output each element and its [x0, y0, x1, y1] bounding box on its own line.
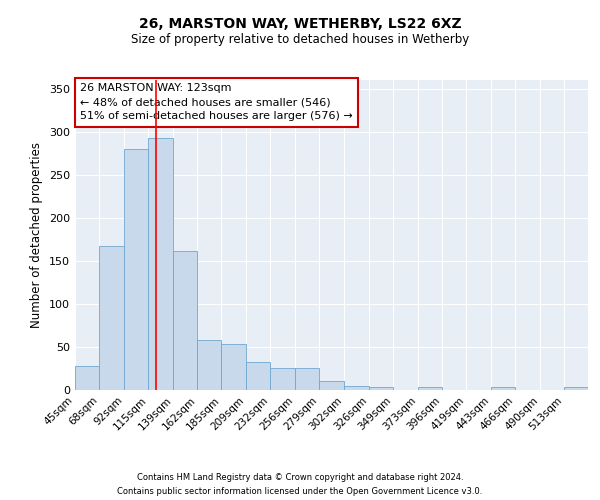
Bar — [344, 386, 368, 390]
Bar — [221, 344, 247, 390]
Bar — [271, 368, 295, 390]
Text: Size of property relative to detached houses in Wetherby: Size of property relative to detached ho… — [131, 32, 469, 46]
Bar — [564, 386, 588, 390]
Bar — [173, 250, 197, 390]
Bar — [99, 246, 124, 390]
Bar — [148, 138, 173, 390]
Bar — [295, 368, 319, 390]
Bar — [319, 382, 344, 390]
Text: Contains HM Land Registry data © Crown copyright and database right 2024.: Contains HM Land Registry data © Crown c… — [137, 472, 463, 482]
Y-axis label: Number of detached properties: Number of detached properties — [31, 142, 43, 328]
Text: Contains public sector information licensed under the Open Government Licence v3: Contains public sector information licen… — [118, 488, 482, 496]
Text: 26, MARSTON WAY, WETHERBY, LS22 6XZ: 26, MARSTON WAY, WETHERBY, LS22 6XZ — [139, 18, 461, 32]
Bar — [75, 366, 99, 390]
Bar — [491, 386, 515, 390]
Bar — [247, 362, 271, 390]
Bar — [368, 388, 392, 390]
Text: 26 MARSTON WAY: 123sqm
← 48% of detached houses are smaller (546)
51% of semi-de: 26 MARSTON WAY: 123sqm ← 48% of detached… — [80, 83, 353, 121]
Bar — [197, 340, 221, 390]
Bar — [418, 388, 442, 390]
Bar — [124, 149, 148, 390]
